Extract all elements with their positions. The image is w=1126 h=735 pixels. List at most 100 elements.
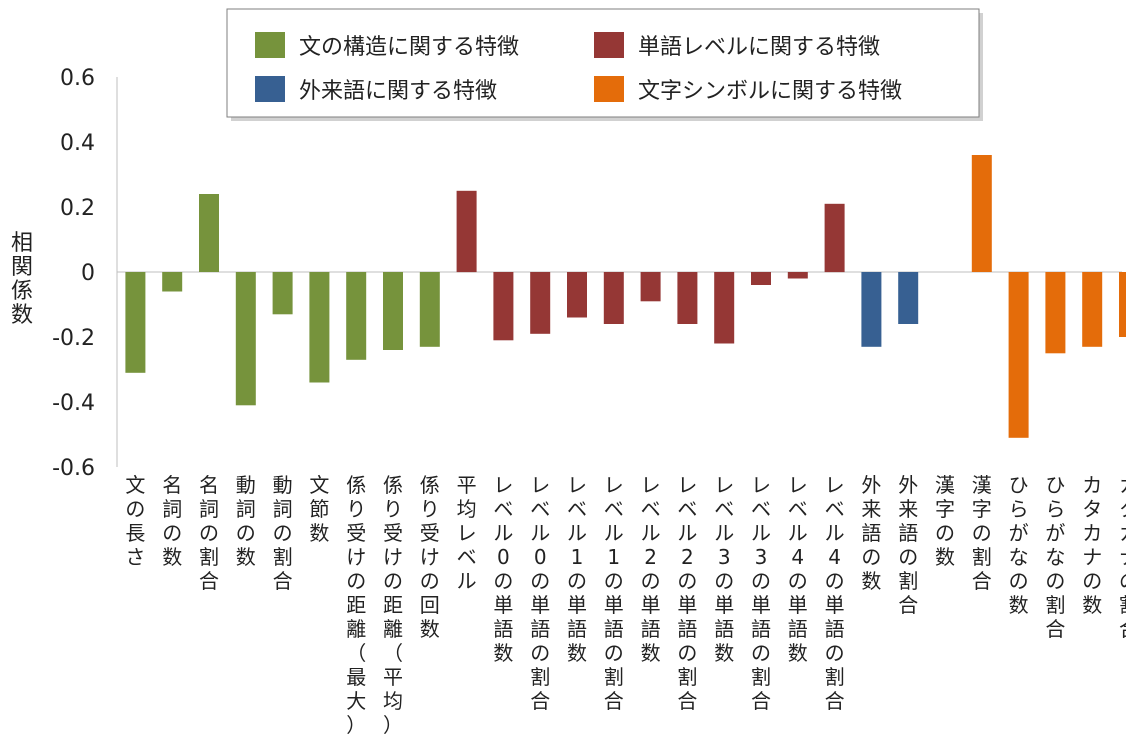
category-label-char: ）: [383, 713, 403, 735]
y-tick-label: -0.2: [52, 326, 95, 351]
category-label-char: 割: [273, 545, 293, 569]
category-label-char: の: [567, 569, 587, 593]
category-label-char: 0: [534, 545, 547, 569]
category-label-char: 合: [530, 689, 550, 713]
category-label-char: の: [530, 569, 550, 593]
category-label-char: （: [346, 641, 366, 665]
y-tick-label: -0.6: [52, 456, 95, 481]
category-label-char: レ: [677, 473, 697, 497]
category-label-char: 詞: [162, 497, 182, 521]
category-label-char: 割: [677, 665, 697, 689]
category-label-char: 数: [420, 617, 440, 641]
category-label-char: り: [346, 497, 366, 521]
category-label-char: 字: [972, 497, 992, 521]
category-label-char: 回: [420, 593, 440, 617]
category-label-char: 割: [972, 545, 992, 569]
y-axis-label-char: 関: [11, 255, 33, 280]
category-label-char: 長: [125, 521, 145, 545]
category-label-char: カ: [1082, 521, 1102, 545]
category-label-char: カ: [1119, 521, 1126, 545]
category-label-char: 合: [1119, 617, 1126, 641]
category-label-char: 最: [346, 665, 366, 689]
bar: [272, 272, 293, 315]
category-label-char: 単: [567, 593, 587, 617]
category-label-char: ル: [825, 521, 845, 545]
category-label-char: の: [604, 641, 624, 665]
category-label-char: 3: [718, 545, 731, 569]
category-label: カタカナの割合: [1119, 473, 1126, 641]
category-label-char: 係: [420, 473, 440, 497]
category-label-char: ベ: [493, 497, 513, 521]
category-label-char: 合: [604, 689, 624, 713]
category-label-char: 2: [644, 545, 657, 569]
category-label-char: ベ: [567, 497, 587, 521]
bar: [419, 272, 440, 347]
bar: [1082, 272, 1103, 347]
category-label-char: 4: [791, 545, 804, 569]
category-label-char: 単: [493, 593, 513, 617]
category-label-char: の: [935, 521, 955, 545]
y-axis-label-char: 数: [11, 303, 33, 328]
category-label-char: 離: [383, 617, 403, 641]
category-label-char: の: [125, 497, 145, 521]
bar: [603, 272, 624, 324]
category-label-char: 数: [493, 641, 513, 665]
category-label-char: 来: [898, 497, 918, 521]
bars: [117, 155, 1126, 438]
category-label-char: 数: [162, 545, 182, 569]
category-label-char: 割: [199, 545, 219, 569]
category-label-char: 詞: [273, 497, 293, 521]
y-tick-label: 0: [81, 261, 95, 286]
category-label-char: の: [346, 569, 366, 593]
category-label-char: レ: [825, 473, 845, 497]
category-label-char: 単: [714, 593, 734, 617]
bar: [235, 272, 256, 406]
category-label-char: の: [788, 569, 808, 593]
bar: [1045, 272, 1066, 354]
category-label-char: ベ: [751, 497, 771, 521]
category-label-char: 単: [788, 593, 808, 617]
category-label-char: 合: [273, 569, 293, 593]
category-label-char: 割: [1045, 593, 1065, 617]
category-label-char: の: [604, 569, 624, 593]
bar: [309, 272, 330, 383]
category-label-char: の: [420, 569, 440, 593]
category-label-char: の: [972, 521, 992, 545]
category-label-char: け: [383, 545, 403, 569]
category-label-char: 数: [861, 569, 881, 593]
category-label-char: 受: [383, 521, 403, 545]
category-label-char: な: [1045, 545, 1065, 569]
y-tick-label: 0.2: [60, 196, 95, 221]
category-label-char: の: [898, 545, 918, 569]
category-label-char: 語: [788, 617, 808, 641]
category-label-char: 割: [898, 569, 918, 593]
category-label-char: ベ: [530, 497, 550, 521]
bar: [493, 272, 514, 341]
category-label-char: ベ: [714, 497, 734, 521]
category-label-char: 名: [199, 473, 219, 497]
category-label-char: 数: [236, 545, 256, 569]
category-label-char: の: [861, 545, 881, 569]
category-label-char: ナ: [1082, 545, 1102, 569]
bar: [677, 272, 698, 324]
category-label-char: の: [199, 521, 219, 545]
category-label-char: ベ: [677, 497, 697, 521]
category-label-char: 合: [677, 689, 697, 713]
category-label-char: 単: [825, 593, 845, 617]
legend-label: 文字シンボルに関する特徴: [638, 79, 902, 104]
category-label-char: レ: [788, 473, 808, 497]
bar: [456, 190, 477, 273]
category-label-char: 語: [530, 617, 550, 641]
y-axis-label-char: 係: [11, 279, 33, 304]
category-label-char: 語: [677, 617, 697, 641]
category-label-char: 割: [751, 665, 771, 689]
